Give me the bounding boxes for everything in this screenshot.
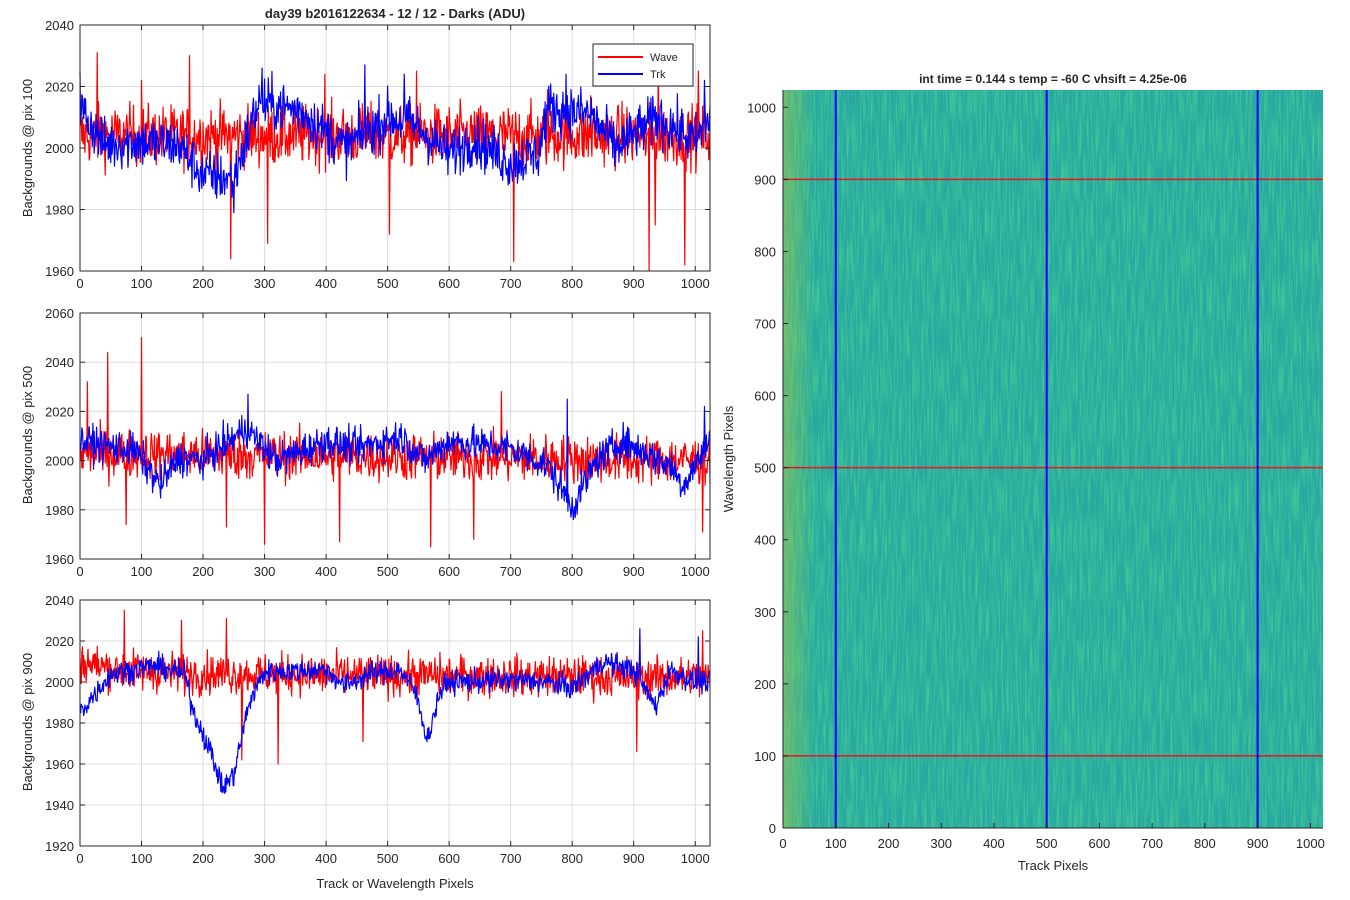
x-tick-label: 300 [930, 836, 952, 851]
x-tick-label: 100 [825, 836, 847, 851]
y-tick-label: 2060 [45, 306, 74, 321]
heatmap-title: int time = 0.144 s temp = -60 C vhsift =… [919, 72, 1187, 86]
y-tick-label: 200 [754, 677, 776, 692]
series-line-wave [79, 609, 711, 765]
x-tick-label: 600 [438, 851, 460, 866]
x-tick-label: 200 [192, 851, 214, 866]
x-tick-label: 800 [561, 851, 583, 866]
x-tick-label: 0 [76, 276, 83, 291]
x-tick-label: 700 [1141, 836, 1163, 851]
x-tick-label: 100 [131, 564, 153, 579]
y-tick-label: 2000 [45, 454, 74, 469]
x-tick-label: 800 [561, 564, 583, 579]
y-tick-label: 400 [754, 533, 776, 548]
y-tick-label: 2040 [45, 355, 74, 370]
x-tick-label: 0 [76, 851, 83, 866]
x-tick-label: 200 [192, 276, 214, 291]
panel-2-y-label: Backgrounds @ pix 900 [20, 653, 35, 791]
x-tick-label: 500 [1036, 836, 1058, 851]
x-tick-label: 600 [1089, 836, 1111, 851]
y-tick-label: 1000 [747, 100, 776, 115]
x-tick-label: 300 [254, 564, 276, 579]
y-tick-label: 1920 [45, 839, 74, 854]
x-tick-label: 800 [1194, 836, 1216, 851]
x-tick-label: 900 [623, 564, 645, 579]
y-tick-label: 2020 [45, 634, 74, 649]
y-tick-label: 0 [769, 821, 776, 836]
heatmap-y-label: Wavelength Pixels [721, 405, 736, 512]
x-tick-label: 1000 [681, 276, 710, 291]
y-tick-label: 100 [754, 749, 776, 764]
y-tick-label: 1960 [45, 552, 74, 567]
panel-1-y-label: Backgrounds @ pix 500 [20, 366, 35, 504]
panel-0-y-label: Backgrounds @ pix 100 [20, 79, 35, 217]
x-tick-label: 400 [315, 564, 337, 579]
figure-title: day39 b2016122634 - 12 / 12 - Darks (ADU… [265, 6, 525, 21]
series-line-trk [79, 628, 711, 794]
heatmap-edge [783, 90, 1323, 828]
y-tick-label: 1960 [45, 264, 74, 279]
x-tick-label: 0 [76, 564, 83, 579]
x-tick-label: 100 [131, 851, 153, 866]
y-tick-label: 2000 [45, 675, 74, 690]
y-tick-label: 2040 [45, 593, 74, 608]
y-tick-label: 2020 [45, 404, 74, 419]
x-tick-label: 300 [254, 851, 276, 866]
y-tick-label: 300 [754, 605, 776, 620]
x-tick-label: 700 [500, 851, 522, 866]
x-tick-label: 1000 [1296, 836, 1325, 851]
x-tick-label: 200 [192, 564, 214, 579]
x-tick-label: 900 [623, 851, 645, 866]
y-tick-label: 900 [754, 172, 776, 187]
y-tick-label: 600 [754, 389, 776, 404]
y-tick-label: 500 [754, 461, 776, 476]
y-tick-label: 700 [754, 317, 776, 332]
x-tick-label: 600 [438, 276, 460, 291]
legend: Wave Trk [592, 43, 694, 87]
x-tick-label: 900 [1247, 836, 1269, 851]
x-tick-label: 700 [500, 564, 522, 579]
series-line-wave [79, 52, 711, 272]
x-tick-label: 900 [623, 276, 645, 291]
x-tick-label: 500 [377, 564, 399, 579]
y-tick-label: 2020 [45, 80, 74, 95]
x-tick-label: 700 [500, 276, 522, 291]
line-panel-pix-900: 0 100 200 300 400 500 600 700 800 900 1000 1920 1940… [45, 593, 711, 866]
series-line-trk [79, 393, 711, 521]
x-tick-label: 400 [983, 836, 1005, 851]
x-tick-label: 400 [315, 276, 337, 291]
legend-wave-label: Wave [650, 52, 678, 64]
heatmap-x-label: Track Pixels [1018, 858, 1089, 873]
y-tick-label: 1960 [45, 757, 74, 772]
x-tick-label: 800 [561, 276, 583, 291]
x-tick-label: 300 [254, 276, 276, 291]
y-tick-label: 1980 [45, 716, 74, 731]
x-tick-label: 1000 [681, 564, 710, 579]
x-tick-label: 1000 [681, 851, 710, 866]
x-tick-label: 500 [377, 276, 399, 291]
x-tick-label: 600 [438, 564, 460, 579]
y-tick-label: 1980 [45, 503, 74, 518]
legend-trk-label: Trk [650, 69, 666, 81]
line-panel-pix-500: 0 100 200 300 400 500 600 700 800 900 1000 1960 1980… [45, 306, 711, 579]
series-line-trk [79, 64, 711, 214]
y-tick-label: 800 [754, 244, 776, 259]
heatmap-panel: int time = 0.144 s temp = -60 C vhsift =… [721, 72, 1325, 873]
y-tick-label: 1940 [45, 798, 74, 813]
x-tick-label: 200 [878, 836, 900, 851]
x-tick-label: 400 [315, 851, 337, 866]
x-tick-label: 0 [779, 836, 786, 851]
x-tick-label: 500 [377, 851, 399, 866]
y-tick-label: 1980 [45, 203, 74, 218]
y-tick-label: 2000 [45, 141, 74, 156]
plot-frame [79, 312, 711, 560]
x-tick-label: 100 [131, 276, 153, 291]
y-tick-label: 2040 [45, 18, 74, 33]
panel-2-x-label: Track or Wavelength Pixels [316, 876, 474, 891]
